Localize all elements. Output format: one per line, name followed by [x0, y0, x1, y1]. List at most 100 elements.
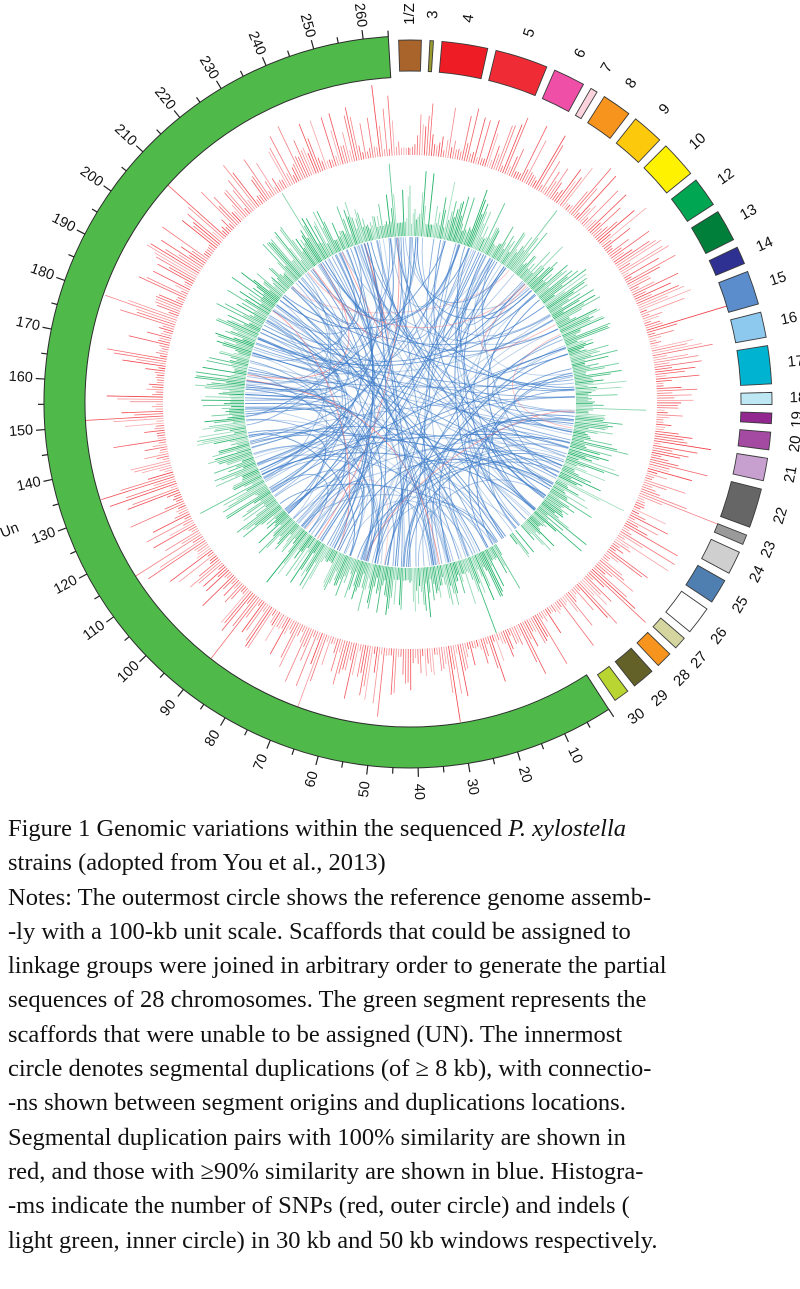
- indel-bar: [552, 311, 564, 319]
- snp-bar: [583, 577, 601, 595]
- indel-bar: [195, 384, 245, 390]
- indel-bar: [511, 532, 529, 555]
- snp-bar: [212, 231, 224, 242]
- indel-bar: [555, 480, 569, 489]
- snp-bar: [565, 204, 571, 211]
- indel-bar: [471, 555, 479, 570]
- indel-bar: [284, 271, 296, 283]
- indel-bar: [500, 240, 515, 264]
- indel-bar: [256, 286, 278, 303]
- indel-bar: [298, 534, 311, 550]
- indel-bar: [573, 427, 613, 435]
- snp-bar: [651, 343, 688, 352]
- snp-bar: [493, 634, 505, 662]
- snp-bar: [158, 294, 184, 306]
- snp-bar: [491, 634, 495, 642]
- indel-bar: [377, 226, 381, 239]
- snp-bar: [500, 631, 506, 644]
- chromosome-label: 27: [687, 648, 711, 672]
- indel-bar: [554, 483, 586, 502]
- indel-bar: [569, 349, 587, 356]
- scale-tick: [341, 761, 344, 768]
- indel-bar: [512, 252, 529, 273]
- snp-bar: [571, 588, 577, 595]
- indel-bar: [385, 566, 392, 615]
- snp-bar: [181, 220, 218, 249]
- chromosome-label: 29: [648, 686, 672, 710]
- snp-bar: [588, 572, 605, 588]
- scale-tick-label: 110: [80, 617, 108, 644]
- indel-bar: [556, 316, 570, 325]
- indel-bar: [520, 263, 535, 279]
- indel-bar: [575, 410, 589, 412]
- indel-bar: [394, 567, 396, 580]
- indel-bar: [514, 232, 548, 274]
- snp-bar: [321, 160, 326, 171]
- snp-bar: [172, 496, 182, 501]
- indel-bar: [285, 536, 314, 577]
- snp-bar: [471, 641, 474, 649]
- snp-bar: [245, 606, 273, 647]
- snp-bar: [154, 427, 165, 430]
- snp-bar: [653, 444, 698, 454]
- snp-bar: [148, 539, 206, 580]
- indel-bar: [382, 566, 386, 586]
- snp-bar: [127, 489, 180, 510]
- chromosome-block: [574, 87, 598, 120]
- snp-bar: [343, 115, 356, 162]
- indel-bar: [327, 243, 334, 255]
- snp-bar: [197, 543, 209, 552]
- indel-bar: [575, 407, 647, 411]
- snp-bar: [462, 643, 469, 669]
- indel-bar: [288, 530, 306, 553]
- snp-bar: [654, 433, 693, 439]
- snp-bar: [626, 520, 639, 528]
- indel-bar: [283, 532, 309, 564]
- snp-bar: [521, 169, 529, 183]
- indel-bar: [344, 559, 358, 598]
- snp-bar: [206, 569, 230, 592]
- snp-bar: [553, 189, 563, 202]
- indel-bar: [547, 494, 575, 514]
- link-90-similarity: [269, 473, 329, 533]
- snp-bar: [289, 620, 295, 630]
- indel-bar: [235, 343, 253, 350]
- indel-bar: [466, 189, 488, 247]
- indel-bar: [445, 563, 452, 586]
- indel-bar: [556, 479, 568, 487]
- link-90-similarity: [253, 319, 554, 373]
- indel-bar: [227, 314, 261, 331]
- snp-bar: [241, 601, 265, 633]
- indel-bar: [425, 567, 432, 618]
- indel-bar: [575, 390, 596, 393]
- indel-bar: [518, 256, 537, 278]
- snp-bar: [655, 426, 666, 428]
- snp-bar: [484, 120, 500, 167]
- snp-bar: [277, 182, 283, 191]
- snp-bar: [576, 175, 617, 220]
- chromosome-label: 21: [781, 465, 800, 485]
- snp-bar: [568, 191, 588, 214]
- snp-bar: [625, 522, 648, 536]
- indel-bar: [277, 262, 297, 282]
- indel-bar: [309, 546, 329, 580]
- indel-bar: [432, 205, 438, 238]
- snp-bar: [654, 362, 670, 366]
- snp-bar: [247, 607, 275, 649]
- indel-bar: [439, 565, 443, 578]
- snp-bar: [647, 332, 656, 336]
- indel-bar: [304, 242, 319, 264]
- snp-bar: [621, 528, 632, 536]
- indel-bar: [343, 209, 357, 246]
- chromosome-block: [701, 538, 740, 574]
- link-90-similarity: [395, 237, 575, 390]
- snp-bar: [163, 330, 173, 335]
- snp-bar: [656, 392, 673, 394]
- indel-bar: [318, 243, 328, 259]
- indel-bar: [202, 404, 245, 407]
- snp-bar: [552, 191, 559, 201]
- snp-bar: [513, 625, 524, 645]
- chromosome-label: 28: [670, 666, 694, 690]
- snp-bar: [269, 610, 279, 624]
- indel-bar: [373, 216, 379, 240]
